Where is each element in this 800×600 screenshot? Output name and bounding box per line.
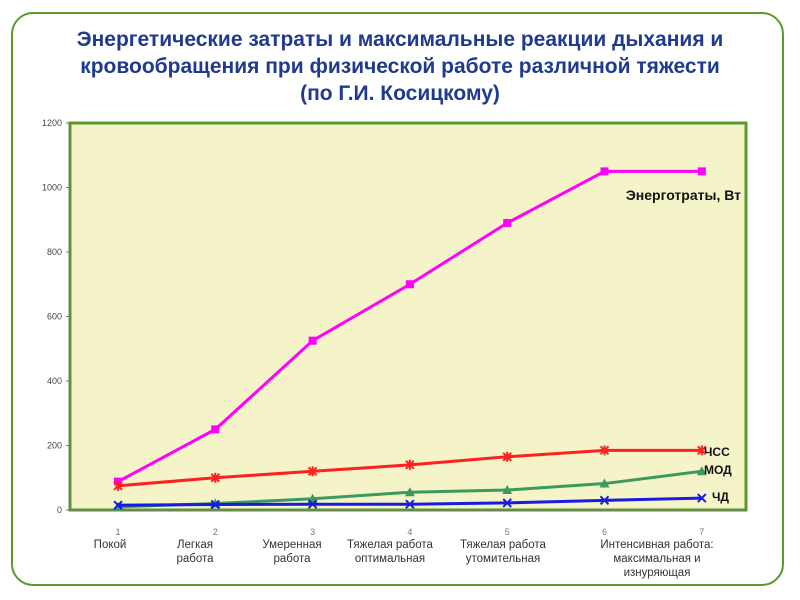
y-tick-label: 0 xyxy=(57,505,62,515)
x-tick-label: 7 xyxy=(699,527,704,537)
category-label-line: максимальная и xyxy=(613,553,701,565)
data-point xyxy=(211,425,220,434)
category-label-line: оптимальная xyxy=(354,553,426,565)
y-axis-ticks: 0 200 400 600 800 1000 1200 xyxy=(42,118,70,515)
data-point xyxy=(502,485,513,495)
category-label-line: работа xyxy=(273,553,311,565)
slide-frame xyxy=(11,12,784,586)
data-point xyxy=(113,500,123,510)
data-point xyxy=(113,480,123,491)
category-label: Умеренная работа xyxy=(227,538,357,566)
x-tick-label: 3 xyxy=(310,527,315,537)
title-line-1: Энергетические затраты и максимальные ре… xyxy=(76,28,724,51)
category-label: Тяжелая работа оптимальная xyxy=(325,538,455,566)
y-tick-label: 600 xyxy=(47,312,62,322)
y-tick-label: 800 xyxy=(47,247,62,257)
category-label-line: Легкая xyxy=(176,539,214,551)
data-point xyxy=(599,495,610,506)
category-label: Интенсивная работа: максимальная и изнуряю… xyxy=(592,538,722,580)
data-point xyxy=(697,167,706,176)
category-label: Легкая работа xyxy=(130,538,260,566)
data-point xyxy=(308,336,317,345)
series-4 xyxy=(113,493,707,510)
title-line-2: кровообращения при физической работе раз… xyxy=(80,55,720,78)
y-tick-label: 1200 xyxy=(42,118,62,128)
data-point xyxy=(502,498,512,508)
data-point xyxy=(502,451,512,462)
series-2 xyxy=(113,445,707,491)
series-label: МОД xyxy=(704,463,732,477)
data-point xyxy=(503,218,512,227)
data-point xyxy=(600,167,609,176)
category-label: Покой xyxy=(45,538,175,552)
x-tick-label: 2 xyxy=(213,527,218,537)
x-tick-label: 5 xyxy=(505,527,510,537)
x-tick-label: 6 xyxy=(602,527,607,537)
category-label-line: Интенсивная работа: xyxy=(600,539,714,551)
x-axis-ticks: 1 2 3 4 5 6 7 xyxy=(115,527,704,537)
x-tick-label: 1 xyxy=(115,527,120,537)
series-layer xyxy=(113,167,707,511)
data-point xyxy=(210,499,221,510)
title-line-3: (по Г.И. Косицкому) xyxy=(300,82,500,105)
category-label-line: Тяжелая работа xyxy=(460,539,546,551)
data-point xyxy=(405,459,415,470)
data-point xyxy=(210,472,221,483)
series-label: Энерготраты, Вт xyxy=(626,187,741,203)
data-point xyxy=(405,280,414,289)
chart-title: Энергетические затраты и максимальные ре… xyxy=(40,26,760,107)
category-label: Тяжелая работа утомительная xyxy=(438,538,568,566)
category-label-line: работа xyxy=(176,553,214,565)
data-point xyxy=(405,499,415,509)
data-point xyxy=(404,487,415,497)
series-labels: Энерготраты, Вт ЧСС МОД ЧД xyxy=(626,187,741,504)
y-tick-label: 200 xyxy=(47,441,62,451)
data-point xyxy=(697,445,707,456)
category-label-line: изнуряющая xyxy=(623,567,691,579)
y-tick-label: 400 xyxy=(47,376,62,386)
series-label: ЧСС xyxy=(704,445,730,459)
category-label-line: Тяжелая работа xyxy=(347,539,433,551)
y-tick-label: 1000 xyxy=(42,183,62,193)
data-point xyxy=(307,466,318,477)
data-point xyxy=(307,499,318,509)
series-label: ЧД xyxy=(712,490,729,504)
data-point xyxy=(696,466,707,476)
data-point xyxy=(599,478,610,488)
data-point xyxy=(697,493,707,503)
data-point xyxy=(599,445,610,456)
x-tick-label: 4 xyxy=(407,527,412,537)
category-label-line: Покой xyxy=(93,539,127,551)
category-label-line: Умеренная xyxy=(262,539,322,551)
category-label-line: утомительная xyxy=(465,553,541,565)
